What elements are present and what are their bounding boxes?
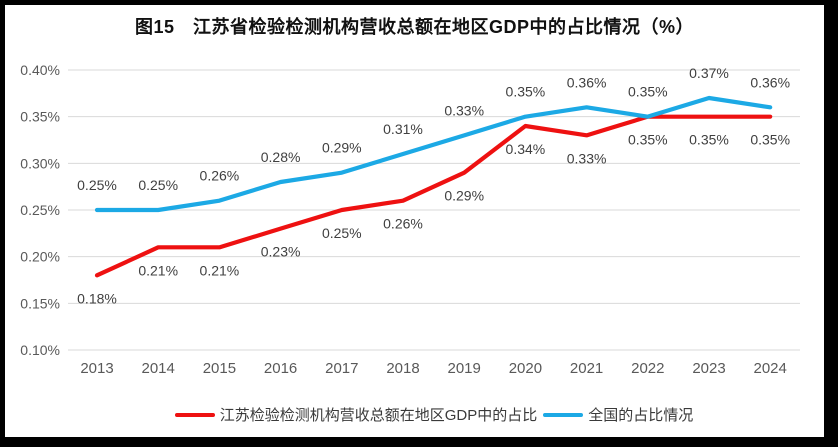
legend-label-jiangsu: 江苏检验检测机构营收总额在地区GDP中的占比 <box>219 407 538 424</box>
legend-item-jiangsu: 江苏检验检测机构营收总额在地区GDP中的占比 <box>174 404 538 425</box>
x-tick-label: 2018 <box>386 360 419 377</box>
data-label: 0.34% <box>506 141 546 157</box>
data-label: 0.33% <box>444 102 484 118</box>
chart-title: 图15 江苏省检验检测机构营收总额在地区GDP中的占比情况（%） <box>134 17 695 37</box>
x-tick-label: 2024 <box>754 360 787 377</box>
data-label: 0.35% <box>628 132 668 148</box>
x-tick-label: 2015 <box>203 360 236 377</box>
data-label: 0.35% <box>750 132 790 148</box>
x-tick-label: 2017 <box>325 360 358 377</box>
data-label: 0.36% <box>567 74 607 90</box>
legend-item-national: 全国的占比情况 <box>543 404 693 425</box>
data-label: 0.25% <box>322 225 362 241</box>
national-line-swatch <box>543 412 584 417</box>
data-label: 0.25% <box>138 177 178 193</box>
data-label: 0.29% <box>322 140 362 156</box>
data-label: 0.36% <box>750 74 790 90</box>
data-label: 0.26% <box>200 168 240 184</box>
data-label: 0.21% <box>200 262 240 278</box>
legend-label-national: 全国的占比情况 <box>588 407 694 424</box>
jiangsu-line-swatch <box>174 412 215 417</box>
data-label: 0.18% <box>77 290 117 306</box>
x-tick-label: 2020 <box>509 360 542 377</box>
x-tick-label: 2019 <box>448 360 481 377</box>
chart-legend: 江苏检验检测机构营收总额在地区GDP中的占比 全国的占比情况 <box>68 404 800 425</box>
data-label: 0.37% <box>689 65 729 81</box>
jiangsu-series-line <box>94 114 773 278</box>
y-tick-label: 0.40% <box>20 62 60 78</box>
y-tick-label: 0.15% <box>20 295 60 311</box>
y-tick-label: 0.25% <box>20 202 60 218</box>
y-tick-label: 0.35% <box>20 109 60 125</box>
x-tick-label: 2021 <box>570 360 603 377</box>
data-label: 0.28% <box>261 149 301 165</box>
national-series-line <box>94 95 773 213</box>
data-label: 0.23% <box>261 244 301 260</box>
data-label: 0.29% <box>444 188 484 204</box>
data-label: 0.25% <box>77 177 117 193</box>
x-tick-label: 2014 <box>142 360 175 377</box>
data-label: 0.26% <box>383 216 423 232</box>
x-tick-label: 2022 <box>631 360 664 377</box>
y-tick-label: 0.20% <box>20 249 60 265</box>
y-tick-label: 0.10% <box>20 342 60 358</box>
x-tick-label: 2023 <box>692 360 725 377</box>
x-tick-label: 2013 <box>80 360 113 377</box>
chart-panel <box>5 5 824 437</box>
data-label: 0.33% <box>567 150 607 166</box>
data-label: 0.31% <box>383 121 423 137</box>
data-label: 0.35% <box>506 84 546 100</box>
data-label: 0.21% <box>138 262 178 278</box>
x-tick-label: 2016 <box>264 360 297 377</box>
data-label: 0.35% <box>689 132 729 148</box>
data-label: 0.35% <box>628 84 668 100</box>
y-tick-label: 0.30% <box>20 155 60 171</box>
